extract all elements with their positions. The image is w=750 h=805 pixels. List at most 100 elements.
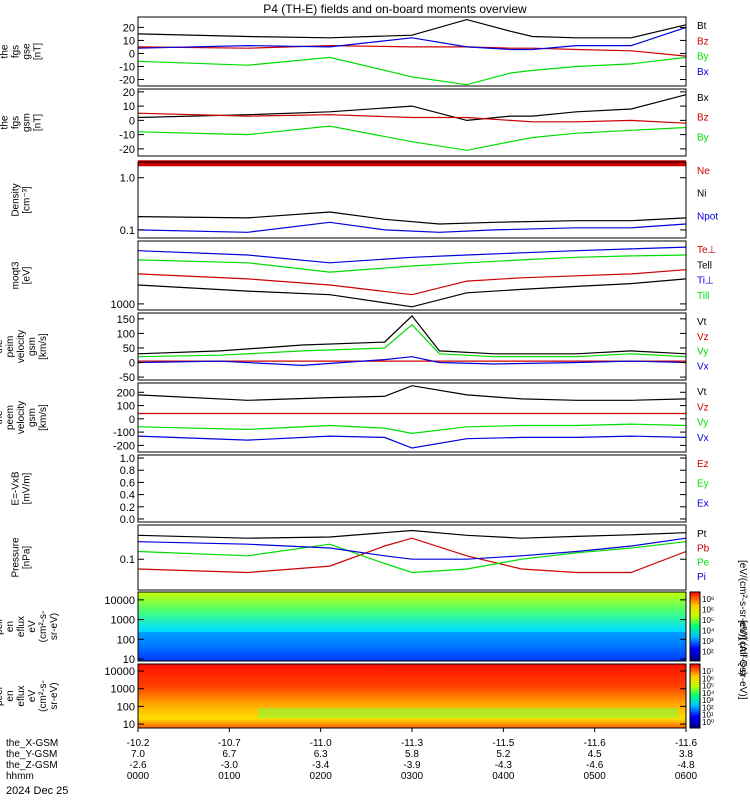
colorbar-tick-label: 10⁷: [702, 667, 714, 676]
y-axis-label: thepeerenefluxeV(cm²-s-sr-eV): [0, 680, 60, 712]
y-tick-label: 0.6: [120, 477, 135, 489]
x-tick-label: -11.3: [401, 738, 423, 749]
legend-entry-Vx: Vx: [697, 433, 709, 444]
x-tick-label: -3.9: [403, 760, 421, 771]
plot-area: [137, 94, 687, 151]
y-axis-label-line: the: [0, 339, 5, 353]
y-tick-label: -10: [119, 130, 135, 142]
colorbar-tick-label: 10⁰: [702, 718, 714, 727]
colorbar-label-top: [eV/(cm²-s-sr-eV)] (All Qs): [737, 560, 748, 676]
y-tick-label: -100: [113, 427, 135, 439]
x-tick-label: -10.2: [127, 738, 150, 749]
x-tick-label: 6.3: [314, 749, 328, 760]
colorbar-tick-label: 10⁸: [702, 595, 714, 604]
panel-frame: [137, 454, 687, 523]
y-tick-label: 1000: [111, 299, 135, 311]
series-line-Ti⊥: [137, 246, 687, 264]
panel-fgs_gsm: 20 10 0 -10 -20 the fgs gsm [nT] Bx Bz By: [0, 87, 709, 157]
y-tick-label: 1000: [111, 684, 135, 696]
y-tick-label: 1000: [111, 615, 135, 627]
x-tick-label: -11.0: [310, 738, 332, 749]
x-tick-label: -11.5: [492, 738, 514, 749]
legend-entry-Vz: Vz: [697, 332, 709, 343]
series-line-Vy: [137, 323, 687, 358]
y-tick-label: 0.1: [120, 554, 135, 566]
panel-efield: 1.00.80.60.40.20.0 E=-VxB [mV/m] Ez Ey Ex: [11, 453, 709, 526]
y-axis-label-line: the: [0, 115, 11, 129]
y-axis-label-line: eflux: [16, 616, 27, 637]
x-tick-label: 0500: [584, 771, 607, 782]
y-axis-label-line: [eV]: [22, 266, 33, 284]
series-line-Vy: [137, 423, 687, 435]
legend-entry-Ez: Ez: [697, 459, 709, 470]
y-axis-label: the fgs gse [nT]: [0, 43, 44, 60]
y-axis-label-line: eV: [27, 690, 38, 703]
spectrogram-green-band: [258, 708, 678, 718]
legend-entry-Npot: Npot: [697, 211, 718, 222]
legend-entry-Ti⊥: Ti⊥: [697, 276, 714, 287]
x-tick-label: 5.8: [405, 749, 419, 760]
panel-electron_spectrogram: 10000 1000 100 10 thepeerenefluxeV(cm²-s-sr-…: [0, 663, 687, 731]
y-axis-label-line: the: [0, 410, 5, 424]
colorbar-tick-label: 10²: [702, 703, 714, 712]
series-line-Pe: [137, 541, 687, 574]
y-axis-label-line: sr-eV): [49, 613, 60, 640]
series-line-Pi: [137, 537, 687, 560]
series-line-Vx: [137, 435, 687, 449]
series-line-Bx: [137, 94, 687, 122]
y-axis-label-line: the: [0, 44, 11, 58]
y-tick-label: 10: [123, 101, 135, 113]
y-axis-label-line: [km/s]: [38, 333, 49, 360]
y-axis-label-line: peem: [5, 405, 16, 430]
plot-area: [137, 385, 687, 449]
x-axis-row-label: hhmm: [6, 771, 34, 782]
colorbar-tick-label: 10¹: [702, 711, 714, 720]
y-axis-label-line: fgs: [11, 45, 22, 58]
panel-frame: [137, 16, 687, 87]
y-axis-label-line: moqt3: [11, 261, 22, 289]
y-axis-label: moqt3 [eV]: [11, 261, 33, 289]
colorbar-tick-label: 10⁶: [702, 674, 714, 683]
x-axis-row-label: the_Y-GSM: [6, 749, 57, 760]
panel-temperature: 1000 moqt3 [eV] Te⊥ Tell Ti⊥ Till: [11, 240, 716, 311]
x-tick-label: 0600: [675, 771, 698, 782]
legend-entry-Vx: Vx: [697, 361, 709, 372]
y-tick-label: 0.0: [120, 514, 135, 526]
panel-pressure: 0.1 Pressure [nPa] Pt Pb Pe Pi: [11, 524, 710, 591]
series-line-Te⊥: [137, 269, 687, 296]
y-axis-label-line: [cm⁻³]: [22, 186, 33, 214]
y-tick-label: 0.1: [120, 225, 135, 237]
series-line-By: [137, 125, 687, 151]
y-axis-label-line: velocity: [16, 401, 27, 434]
y-axis-label-line: peir: [0, 617, 5, 634]
y-axis-label-line: [nT]: [33, 114, 44, 131]
legend-entry-By: By: [697, 132, 709, 143]
panel-frame: [137, 524, 687, 591]
y-tick-label: 0.2: [120, 502, 135, 514]
legend-entry-Bx: Bx: [697, 93, 709, 104]
y-tick-label: 100: [117, 401, 135, 413]
series-line-Tell: [137, 278, 687, 308]
y-axis-label-line: gsm: [22, 113, 33, 132]
y-tick-label: 0.4: [120, 490, 135, 502]
y-axis-label-line: gsm: [27, 408, 38, 427]
panel-density: 1.0 0.1 Density [cm⁻³] Ne Ni Npot: [11, 160, 718, 239]
legend-entry-By: By: [697, 52, 709, 63]
y-tick-label: 100: [117, 634, 135, 646]
colorbar-tick-label: 10³: [702, 696, 714, 705]
series-line-Ni: [137, 211, 687, 225]
plot-area: [137, 315, 687, 367]
y-tick-label: 10000: [104, 595, 135, 607]
y-tick-label: 10: [123, 35, 135, 47]
x-tick-label: 6.7: [222, 749, 236, 760]
colorbar-tick-label: 10⁶: [702, 606, 714, 615]
legend-entry-Ey: Ey: [697, 479, 709, 490]
y-tick-label: 0.8: [120, 465, 135, 477]
legend-entry-Bx: Bx: [697, 67, 709, 78]
colorbar-tick-label: 10⁵: [702, 616, 714, 625]
y-tick-label: 20: [123, 22, 135, 34]
panel-frame: [137, 591, 687, 662]
y-tick-label: 10: [123, 654, 135, 666]
